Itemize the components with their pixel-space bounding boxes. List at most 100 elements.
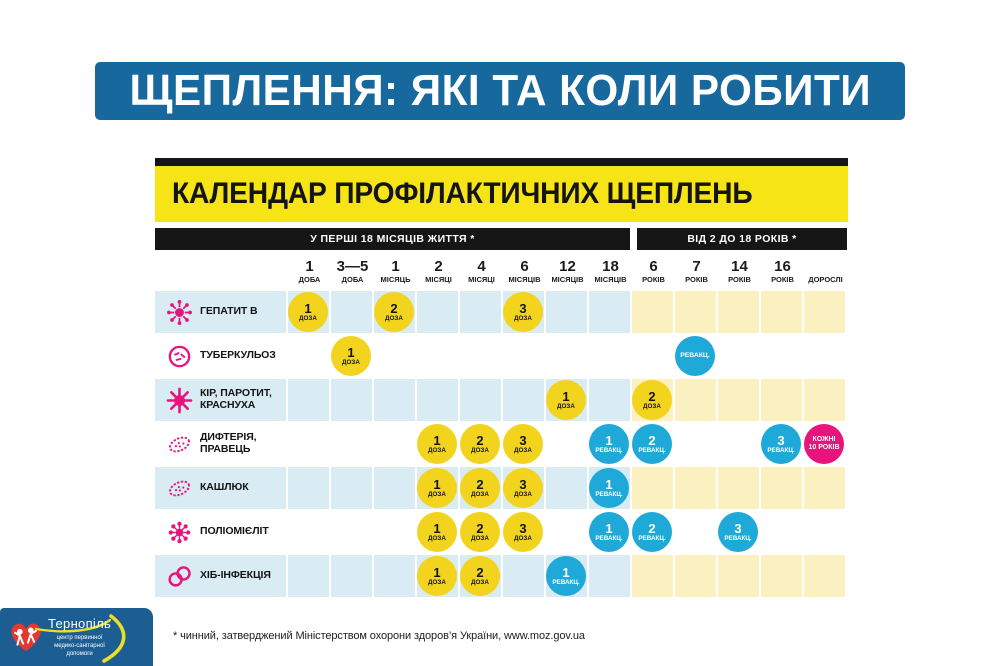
calendar-cell: 1 РЕВАКЦ. [589,511,630,553]
calendar-cell [675,467,716,509]
calendar-cell [460,335,501,377]
column-header-0: 1 ДОБА [298,258,321,284]
calendar-cell [675,555,716,597]
calendar-cell [331,423,372,465]
calendar-cell: РЕВАКЦ. [675,335,716,377]
sun-virus-icon [166,387,193,414]
column-header-3: 2 МІСЯЦІ [425,258,452,284]
dose-mark: 2 ДОЗА [374,292,414,332]
calendar-cell [374,555,415,597]
calendar-cell [761,291,802,333]
calendar-cell [804,291,845,333]
calendar-cell [675,511,716,553]
vaccination-calendar: КАЛЕНДАР ПРОФІЛАКТИЧНИХ ЩЕПЛЕНЬ У ПЕРШІ … [155,158,848,599]
vaccine-label: ПОЛІОМІЄЛІТ [155,511,286,553]
calendar-cell [589,555,630,597]
calendar-cell [460,291,501,333]
footnote-text: * чинний, затверджений Міністерством охо… [173,630,585,642]
vaccine-name: КАШЛЮК [200,481,249,494]
calendar-cell [718,379,759,421]
calendar-cell [331,555,372,597]
calendar-cell [718,335,759,377]
calendar-cell [761,467,802,509]
calendar-cell [417,291,458,333]
calendar-cell: 3 ДОЗА [503,423,544,465]
calendar-cell [503,555,544,597]
column-header-8: 6 РОКІВ [642,258,665,284]
calendar-cell [718,291,759,333]
calendar-cell: 1 ДОЗА [417,555,458,597]
calendar-cell [288,335,329,377]
calendar-cell [374,379,415,421]
dose-mark: 1 ДОЗА [288,292,328,332]
vaccine-row-2: КІР, ПАРОТИТ, КРАСНУХА 1 ДОЗА 2 ДОЗА [155,379,848,421]
vaccine-row-4: КАШЛЮК 1 ДОЗА 2 ДОЗА 3 ДОЗА 1 РЕВАКЦ. [155,467,848,509]
calendar-cell: 1 ДОЗА [417,467,458,509]
calendar-cell [288,423,329,465]
calendar-cell [503,335,544,377]
calendar-cell [374,511,415,553]
dose-mark: 3 ДОЗА [503,292,543,332]
vaccine-name: ДИФТЕРІЯ, ПРАВЕЦЬ [200,431,257,455]
calendar-cell [589,379,630,421]
calendar-cell: 2 ДОЗА [632,379,673,421]
vaccine-row-6: ХІБ-ІНФЕКЦІЯ 1 ДОЗА 2 ДОЗА 1 РЕВАКЦ. [155,555,848,597]
logo-subtitle: центр первинної медико-санітарної допомо… [54,634,105,658]
ternopil-logo: Тернопіль центр первинної медико-санітар… [0,608,153,666]
revaccination-mark: 1 РЕВАКЦ. [589,512,629,552]
revaccination-mark: 1 РЕВАКЦ. [546,556,586,596]
calendar-cell: 1 ДОЗА [331,335,372,377]
age-section-bar-1: ВІД 2 ДО 18 РОКІВ * [637,228,847,250]
dose-mark: 1 ДОЗА [417,424,457,464]
vaccine-label: КАШЛЮК [155,467,286,509]
calendar-cell [288,379,329,421]
age-section-bars: У ПЕРШІ 18 МІСЯЦІВ ЖИТТЯ * ВІД 2 ДО 18 РО… [155,228,848,250]
calendar-cell: 1 РЕВАКЦ. [546,555,587,597]
dose-mark: 1 ДОЗА [546,380,586,420]
logo-text: Тернопіль центр первинної медико-санітар… [48,616,111,658]
footnote: * чинний, затверджений Міністерством охо… [173,630,585,642]
oval-bacterium-icon [166,475,193,502]
calendar-cell: 1 ДОЗА [417,423,458,465]
main-title: ЩЕПЛЕННЯ: ЯКІ ТА КОЛИ РОБИТИ [129,66,871,115]
calendar-cell [331,511,372,553]
heart-people-icon [11,623,41,652]
vaccine-label: КІР, ПАРОТИТ, КРАСНУХА [155,379,286,421]
calendar-cell [718,467,759,509]
calendar-cell [589,335,630,377]
dose-mark: 1 ДОЗА [417,512,457,552]
revaccination-mark: 3 РЕВАКЦ. [718,512,758,552]
column-header-7: 18 МІСЯЦІВ [594,258,627,284]
calendar-cell [632,467,673,509]
revaccination-mark: 2 РЕВАКЦ. [632,512,672,552]
revaccination-mark: РЕВАКЦ. [675,336,715,376]
column-header-2: 1 МІСЯЦЬ [380,258,411,284]
column-header-1: 3—5 ДОБА [336,258,369,284]
calendar-cell [675,291,716,333]
calendar-cell [632,335,673,377]
calendar-cell [417,379,458,421]
vaccine-name: ПОЛІОМІЄЛІТ [200,525,269,538]
calendar-cell [503,379,544,421]
revaccination-mark: 1 РЕВАКЦ. [589,424,629,464]
calendar-cell [804,467,845,509]
dose-mark: 2 ДОЗА [460,424,500,464]
dose-mark: 2 ДОЗА [460,468,500,508]
calendar-cell: 3 РЕВАКЦ. [718,511,759,553]
calendar-cell: 1 РЕВАКЦ. [589,423,630,465]
calendar-cell: 2 РЕВАКЦ. [632,511,673,553]
calendar-cell [546,423,587,465]
virus-burst-icon [166,299,193,326]
diplococcus-icon [166,563,193,590]
vaccine-row-0: ГЕПАТИТ В 1 ДОЗА 2 ДОЗА 3 ДОЗА [155,291,848,333]
calendar-cell [546,467,587,509]
column-header-4: 4 МІСЯЦІ [468,258,495,284]
top-black-strip [155,158,848,166]
calendar-cell [546,511,587,553]
calendar-cell [288,511,329,553]
calendar-cell [675,379,716,421]
calendar-cell [589,291,630,333]
dose-mark: 2 ДОЗА [460,556,500,596]
calendar-cell [546,291,587,333]
vaccine-row-5: ПОЛІОМІЄЛІТ 1 ДОЗА 2 ДОЗА 3 ДОЗА 1 РЕВАКЦ. 2 РЕВАК… [155,511,848,553]
